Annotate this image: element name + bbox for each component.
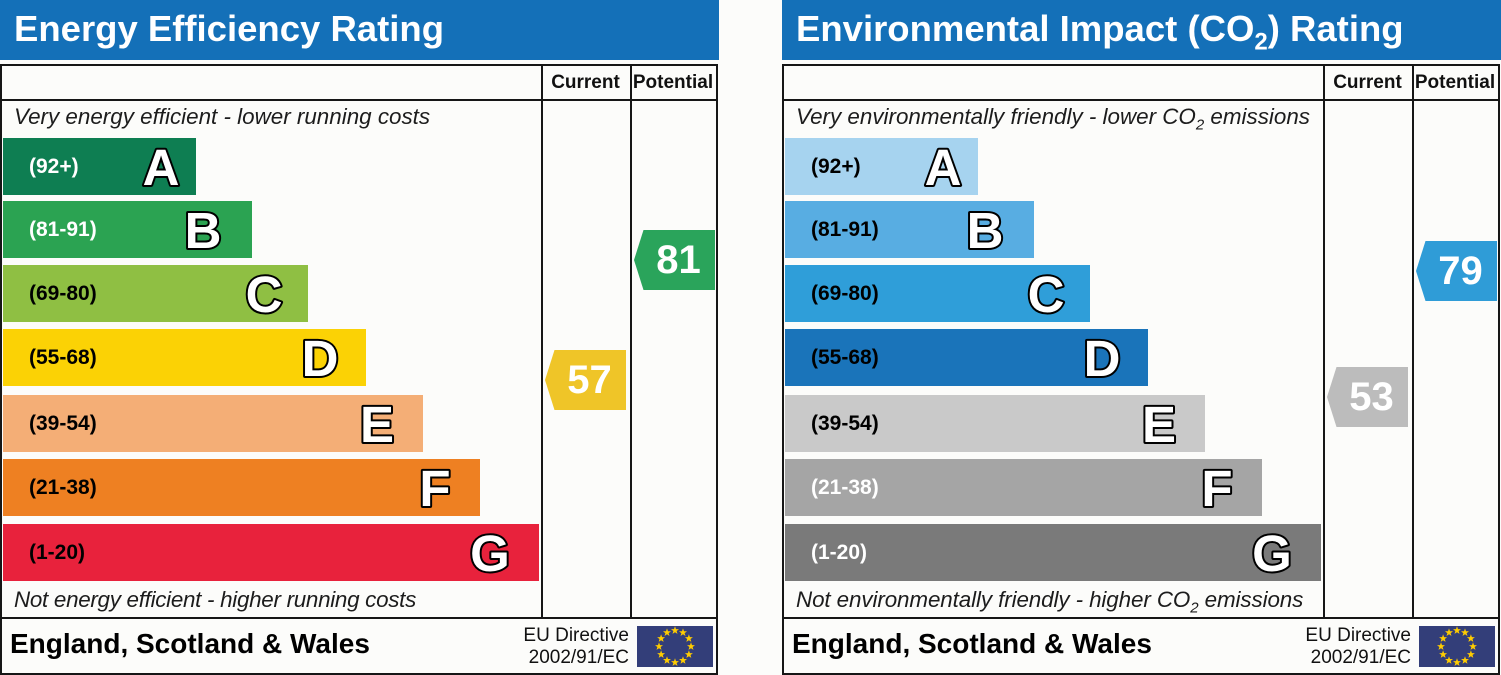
svg-text:G: G — [470, 529, 510, 581]
svg-text:B: B — [185, 206, 222, 258]
svg-text:E: E — [1142, 400, 1176, 452]
svg-text:C: C — [1028, 270, 1065, 322]
svg-text:B: B — [967, 206, 1004, 258]
svg-text:F: F — [419, 464, 450, 516]
svg-text:F: F — [1201, 464, 1232, 516]
svg-text:D: D — [302, 334, 339, 386]
svg-text:E: E — [360, 400, 394, 452]
svg-text:A: A — [925, 143, 962, 195]
svg-text:A: A — [143, 143, 180, 195]
svg-text:G: G — [1252, 529, 1292, 581]
svg-text:D: D — [1084, 334, 1121, 386]
svg-text:C: C — [246, 270, 283, 322]
